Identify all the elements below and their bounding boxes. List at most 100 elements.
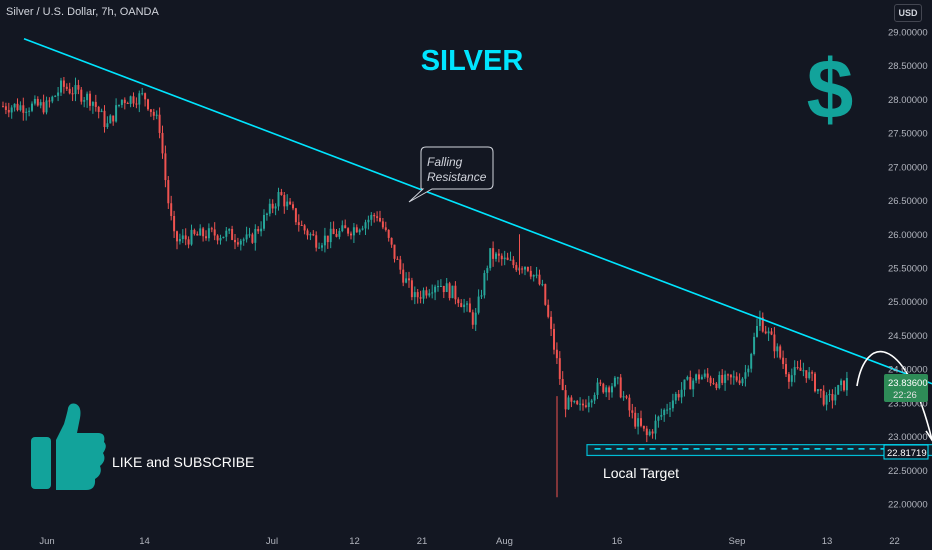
- time-tick-label: 16: [612, 536, 623, 547]
- candle-body: [437, 286, 439, 288]
- candle-body: [176, 231, 178, 242]
- candle-body: [231, 229, 234, 240]
- candle-body: [579, 403, 582, 405]
- candle-body: [451, 285, 454, 299]
- candle-body: [115, 105, 118, 122]
- candle-body: [294, 208, 297, 223]
- candle-body: [10, 107, 13, 113]
- candle-body: [654, 420, 657, 434]
- candle-body: [164, 153, 167, 181]
- time-tick-label: Jun: [39, 536, 54, 547]
- candle-body: [819, 389, 822, 391]
- candle-body: [622, 396, 625, 398]
- candle-body: [225, 230, 228, 237]
- candle-body: [219, 237, 222, 241]
- candle-body: [167, 180, 170, 204]
- candle-body: [637, 418, 640, 427]
- candle-body: [344, 225, 347, 229]
- candle-body: [599, 382, 602, 384]
- candle-body: [109, 115, 112, 124]
- candle-body: [22, 105, 25, 113]
- candle-body: [352, 227, 355, 236]
- candle-body: [477, 296, 480, 313]
- candle-body: [89, 93, 91, 106]
- candle-body: [558, 358, 561, 380]
- candle-body: [184, 235, 187, 240]
- projection-arrow: [856, 350, 932, 441]
- candle-body: [306, 230, 309, 236]
- candle-body: [439, 285, 442, 287]
- candle-body: [645, 428, 648, 436]
- candle-body: [271, 203, 274, 209]
- price-axis[interactable]: 29.00000 28.50000 28.00000 27.50000 27.00000…: [888, 28, 928, 511]
- candle-body: [590, 400, 593, 403]
- time-tick-label: Sep: [729, 536, 746, 547]
- candle-body: [239, 240, 242, 245]
- local-target-zone[interactable]: [586, 444, 932, 457]
- candle-body: [332, 228, 335, 235]
- candle-body: [582, 403, 584, 406]
- candle-body: [767, 331, 770, 334]
- candle-body: [715, 383, 718, 388]
- symbol-title[interactable]: Silver / U.S. Dollar, 7h, OANDA: [6, 6, 159, 18]
- candle-body: [25, 111, 28, 113]
- dollar-icon: $: [807, 42, 854, 136]
- candle-body: [677, 393, 680, 398]
- candle-body: [77, 85, 80, 90]
- candle-body: [796, 367, 799, 369]
- candle-body: [309, 234, 312, 236]
- candle-body: [732, 376, 735, 378]
- candle-body: [758, 317, 761, 326]
- candle-body: [834, 394, 837, 401]
- currency-button[interactable]: USD: [894, 4, 922, 22]
- candle-body: [776, 346, 779, 352]
- candle-body: [503, 257, 506, 260]
- candle-body: [410, 280, 413, 298]
- candle-body: [74, 85, 77, 95]
- candle-body: [132, 96, 135, 104]
- candle-body: [782, 357, 785, 365]
- candle-body: [793, 367, 796, 376]
- chart-title: SILVER: [421, 45, 524, 77]
- candle-body: [16, 103, 19, 111]
- falling-resistance-callout[interactable]: Falling Resistance: [408, 146, 494, 203]
- candle-body: [4, 106, 7, 110]
- falling-resistance-line[interactable]: [23, 37, 932, 390]
- candle-body: [750, 353, 753, 369]
- candle-body: [425, 290, 428, 296]
- price-tick-label: 24.50000: [888, 331, 928, 342]
- candle-body: [576, 401, 579, 405]
- candle-body: [199, 228, 202, 236]
- candle-body: [735, 376, 738, 381]
- candle-body: [31, 103, 33, 111]
- candle-body: [135, 103, 138, 105]
- candle-body: [33, 98, 36, 104]
- candle-body: [245, 234, 248, 240]
- price-tick-label: 22.50000: [888, 466, 928, 477]
- candle-body: [509, 259, 512, 261]
- candle-body: [831, 393, 834, 401]
- candle-body: [700, 376, 703, 380]
- candle-body: [613, 377, 616, 387]
- candle-body: [341, 225, 344, 232]
- candle-body: [544, 284, 547, 305]
- candle-body: [408, 278, 410, 281]
- candle-body: [347, 228, 350, 234]
- candle-body: [161, 132, 164, 154]
- candle-body: [280, 192, 283, 196]
- candle-body: [709, 377, 712, 384]
- time-tick-label: 21: [417, 536, 428, 547]
- candle-body: [570, 397, 573, 402]
- candle-body: [567, 397, 570, 410]
- time-axis[interactable]: Jun14Jul1221Aug16Sep1322Oct18: [39, 536, 932, 547]
- candle-body: [431, 292, 434, 294]
- candle-body: [326, 235, 329, 243]
- candle-body: [761, 317, 764, 332]
- candle-body: [71, 93, 74, 95]
- candle-body: [657, 416, 660, 421]
- candle-body: [666, 409, 669, 411]
- candle-body: [390, 237, 393, 245]
